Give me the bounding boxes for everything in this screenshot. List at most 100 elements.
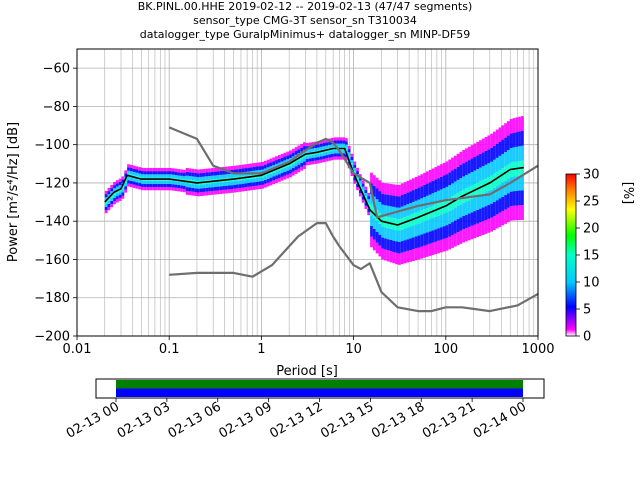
histogram-cell <box>328 144 331 149</box>
histogram-cell <box>233 165 237 170</box>
histogram-cell <box>202 191 206 196</box>
histogram-cell <box>294 170 298 174</box>
histogram-cell <box>445 161 449 175</box>
histogram-cell <box>146 187 150 191</box>
histogram-cell <box>409 226 412 239</box>
histogram-cell <box>358 180 362 184</box>
coverage-band <box>116 380 523 389</box>
histogram-cell <box>160 174 164 178</box>
y-tick-label: −160 <box>34 253 70 268</box>
histogram-cell <box>277 158 281 163</box>
histogram-cell <box>325 142 329 146</box>
histogram-cell <box>124 173 128 177</box>
histogram-cell <box>465 148 468 162</box>
histogram-cell <box>339 143 343 147</box>
histogram-cell <box>219 171 223 175</box>
histogram-cell <box>384 227 387 239</box>
histogram-cell <box>188 176 192 180</box>
histogram-cell <box>244 179 248 184</box>
histogram-cell <box>104 194 108 198</box>
histogram-cell <box>107 207 111 211</box>
histogram-cell <box>384 194 387 206</box>
histogram-cell <box>425 195 429 208</box>
histogram-cell <box>400 252 404 265</box>
histogram-cell <box>168 180 172 184</box>
histogram-cell <box>180 182 183 186</box>
histogram-cell <box>356 187 359 191</box>
histogram-cell <box>230 173 234 178</box>
histogram-cell <box>319 159 323 163</box>
histogram-cell <box>146 183 150 188</box>
histogram-cell <box>395 184 399 197</box>
histogram-cell <box>439 214 443 228</box>
histogram-cell <box>428 231 432 244</box>
histogram-cell <box>277 162 281 167</box>
histogram-cell <box>509 133 513 149</box>
histogram-cell <box>157 167 161 172</box>
histogram-cell <box>330 144 334 148</box>
histogram-cell <box>213 186 217 191</box>
histogram-cell <box>518 116 521 132</box>
histogram-cell <box>230 185 234 190</box>
histogram-cell <box>389 183 393 196</box>
histogram-cell <box>314 144 318 148</box>
histogram-cell <box>138 183 142 187</box>
histogram-cell <box>227 185 231 190</box>
histogram-cell <box>143 187 147 191</box>
histogram-cell <box>459 178 463 192</box>
histogram-cell <box>280 176 284 181</box>
histogram-cell <box>135 185 139 189</box>
histogram-cell <box>289 165 292 170</box>
histogram-cell <box>283 175 287 180</box>
x-tick-label: 1 <box>257 342 265 357</box>
histogram-cell <box>406 192 410 205</box>
histogram-cell <box>224 174 228 179</box>
histogram-cell <box>216 171 220 176</box>
histogram-cell <box>462 149 466 164</box>
histogram-cell <box>141 180 144 184</box>
histogram-cell <box>364 193 368 197</box>
histogram-cell <box>255 162 259 167</box>
histogram-cell <box>255 166 259 171</box>
histogram-cell <box>241 179 245 184</box>
histogram-cell <box>392 184 396 196</box>
histogram-cell <box>233 181 237 185</box>
histogram-cell <box>506 121 510 136</box>
histogram-cell <box>347 155 351 159</box>
histogram-cell <box>188 191 192 196</box>
histogram-cell <box>216 175 220 179</box>
histogram-cell <box>258 169 262 174</box>
histogram-cell <box>138 186 142 190</box>
histogram-cell <box>171 187 175 191</box>
histogram-cell <box>473 143 477 158</box>
histogram-cell <box>244 168 248 172</box>
histogram-cell <box>347 152 351 156</box>
colorbar-tick-label: 25 <box>583 195 600 210</box>
histogram-cell <box>423 172 426 185</box>
histogram-cell <box>476 223 480 238</box>
histogram-cell <box>487 218 491 233</box>
histogram-cell <box>317 147 320 151</box>
histogram-cell <box>333 153 337 157</box>
histogram-cell <box>490 147 493 162</box>
histogram-cell <box>249 167 253 172</box>
histogram-cell <box>358 190 362 194</box>
histogram-cell <box>515 176 519 191</box>
histogram-cell <box>303 146 306 150</box>
histogram-cell <box>182 169 186 174</box>
histogram-cell <box>495 214 499 229</box>
histogram-cell <box>370 193 373 205</box>
histogram-cell <box>479 208 482 223</box>
histogram-cell <box>498 184 502 199</box>
histogram-cell <box>208 168 211 173</box>
histogram-cell <box>104 210 108 214</box>
histogram-cell <box>431 168 435 181</box>
histogram-cell <box>495 129 499 144</box>
histogram-cell <box>509 177 513 192</box>
histogram-cell <box>174 171 178 176</box>
histogram-cell <box>121 189 125 193</box>
histogram-cell <box>143 171 147 175</box>
histogram-cell <box>403 205 407 217</box>
histogram-cell <box>143 180 147 184</box>
histogram-cell <box>289 154 292 159</box>
